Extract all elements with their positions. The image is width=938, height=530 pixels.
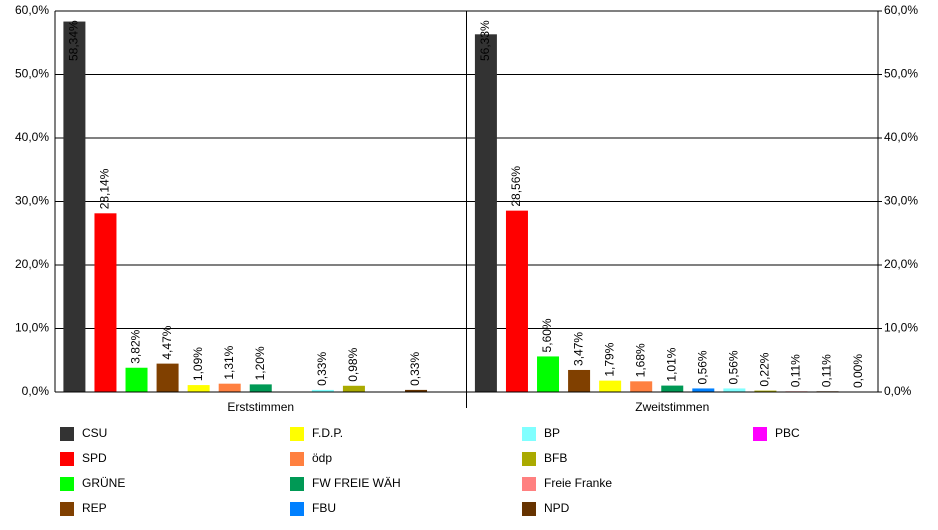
legend-label: REP <box>82 501 107 515</box>
value-label: 0,56% <box>695 350 709 384</box>
y-tick-label: 20,0% <box>15 257 49 271</box>
bar <box>342 385 365 392</box>
y2-tick-label: 40,0% <box>884 130 918 144</box>
y-tick-label: 60,0% <box>15 3 49 17</box>
bar <box>599 380 622 392</box>
bar <box>568 369 591 392</box>
bar <box>537 356 560 392</box>
bar <box>723 388 746 392</box>
legend-label: CSU <box>82 426 107 440</box>
value-label: 1,09% <box>191 347 205 381</box>
legend-label: PBC <box>775 426 800 440</box>
bar <box>474 34 497 392</box>
value-label: 3,82% <box>129 329 143 363</box>
value-label: 0,98% <box>346 347 360 381</box>
y-tick-label: 30,0% <box>15 194 49 208</box>
bar <box>754 390 777 392</box>
value-label: 28,14% <box>98 168 112 209</box>
y-tick-label: 40,0% <box>15 130 49 144</box>
y2-tick-label: 20,0% <box>884 257 918 271</box>
value-label: 4,47% <box>160 325 174 359</box>
legend-label: GRÜNE <box>82 476 125 490</box>
x-tick-label: Zweitstimmen <box>635 400 709 414</box>
legend-label: FW FREIE WÄH <box>312 476 401 490</box>
y2-tick-label: 10,0% <box>884 321 918 335</box>
legend-swatch <box>60 452 74 466</box>
value-label: 0,33% <box>315 352 329 386</box>
value-label: 0,56% <box>727 350 741 384</box>
bar <box>661 385 684 392</box>
legend-swatch <box>522 477 536 491</box>
legend-swatch <box>522 452 536 466</box>
bar <box>187 385 210 392</box>
bar <box>505 210 528 392</box>
y-tick-label: 50,0% <box>15 67 49 81</box>
bar <box>692 388 715 392</box>
value-label: 0,00% <box>851 354 865 388</box>
bar <box>405 389 428 392</box>
legend-swatch <box>522 427 536 441</box>
legend-swatch <box>60 427 74 441</box>
value-label: 0,11% <box>789 354 803 387</box>
legend-swatch <box>522 502 536 516</box>
bar <box>125 367 148 392</box>
legend-label: ödp <box>312 451 332 465</box>
legend-label: NPD <box>544 501 570 515</box>
legend-swatch <box>290 502 304 516</box>
legend-swatch <box>290 452 304 466</box>
value-label: 0,11% <box>820 354 834 387</box>
x-tick-label: Erststimmen <box>227 400 294 414</box>
y2-tick-label: 60,0% <box>884 3 918 17</box>
legend-label: FBU <box>312 501 336 515</box>
value-label: 28,56% <box>509 166 523 207</box>
y2-tick-label: 30,0% <box>884 194 918 208</box>
legend-swatch <box>290 427 304 441</box>
value-label: 58,34% <box>67 20 81 61</box>
bar <box>156 363 179 392</box>
bar <box>311 389 334 392</box>
legend-label: BP <box>544 426 560 440</box>
value-label: 1,68% <box>633 343 647 377</box>
y2-tick-label: 0,0% <box>884 384 912 398</box>
legend-label: SPD <box>82 451 107 465</box>
value-label: 56,33% <box>478 20 492 61</box>
legend-swatch <box>290 477 304 491</box>
y2-tick-label: 50,0% <box>884 67 918 81</box>
value-label: 0,33% <box>408 352 422 386</box>
legend-swatch <box>753 427 767 441</box>
legend-swatch <box>60 477 74 491</box>
value-label: 3,47% <box>571 332 585 366</box>
legend-label: F.D.P. <box>312 426 343 440</box>
value-label: 1,20% <box>253 346 267 380</box>
bar <box>249 384 272 392</box>
legend-label: BFB <box>544 451 567 465</box>
value-label: 1,01% <box>664 347 678 381</box>
value-label: 1,79% <box>602 342 616 376</box>
legend-label: Freie Franke <box>544 476 612 490</box>
bar <box>63 21 86 392</box>
value-label: 0,22% <box>758 352 772 386</box>
value-label: 5,60% <box>540 318 554 352</box>
value-label: 1,31% <box>222 345 236 379</box>
y-tick-label: 10,0% <box>15 321 49 335</box>
legend-swatch <box>60 502 74 516</box>
bar <box>94 213 117 392</box>
bar <box>218 383 241 392</box>
y-tick-label: 0,0% <box>22 384 50 398</box>
bar <box>630 381 653 392</box>
